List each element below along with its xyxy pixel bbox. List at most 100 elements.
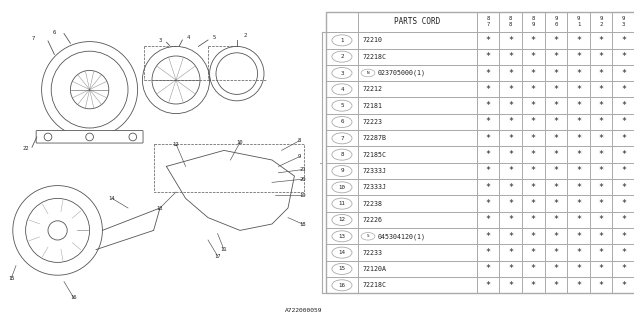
Text: *: * bbox=[598, 281, 604, 290]
Text: *: * bbox=[621, 150, 626, 159]
Text: 72120A: 72120A bbox=[362, 266, 387, 272]
Text: *: * bbox=[531, 134, 536, 143]
Text: *: * bbox=[486, 117, 491, 126]
Text: 8
9: 8 9 bbox=[532, 16, 535, 27]
Text: 9
2: 9 2 bbox=[600, 16, 603, 27]
Text: *: * bbox=[621, 166, 626, 175]
Bar bbox=[326, 32, 640, 49]
Text: 72287B: 72287B bbox=[362, 135, 387, 141]
Text: *: * bbox=[576, 281, 581, 290]
Text: 19: 19 bbox=[299, 193, 306, 198]
Text: 12: 12 bbox=[339, 218, 346, 222]
Text: *: * bbox=[508, 183, 513, 192]
Text: 12: 12 bbox=[173, 141, 179, 147]
Text: *: * bbox=[531, 199, 536, 208]
Bar bbox=[326, 49, 640, 65]
Text: *: * bbox=[531, 52, 536, 61]
Bar bbox=[326, 244, 640, 261]
Text: *: * bbox=[576, 264, 581, 274]
Text: *: * bbox=[621, 36, 626, 45]
Text: *: * bbox=[576, 52, 581, 61]
Text: 9: 9 bbox=[298, 154, 301, 159]
Text: *: * bbox=[621, 199, 626, 208]
Text: 10: 10 bbox=[339, 185, 346, 190]
Text: 5: 5 bbox=[212, 35, 216, 40]
Text: 18: 18 bbox=[299, 221, 306, 227]
Text: *: * bbox=[598, 199, 604, 208]
Text: *: * bbox=[531, 264, 536, 274]
Text: 3: 3 bbox=[340, 70, 344, 76]
Text: *: * bbox=[508, 52, 513, 61]
Text: *: * bbox=[554, 183, 558, 192]
Bar bbox=[326, 277, 640, 293]
Text: *: * bbox=[486, 183, 491, 192]
Text: *: * bbox=[531, 117, 536, 126]
Text: *: * bbox=[554, 264, 558, 274]
Bar bbox=[567, 12, 589, 32]
Text: S: S bbox=[367, 234, 369, 238]
Text: 72226: 72226 bbox=[362, 217, 382, 223]
Text: *: * bbox=[508, 85, 513, 94]
Text: *: * bbox=[508, 264, 513, 274]
Text: *: * bbox=[508, 232, 513, 241]
Text: 9
1: 9 1 bbox=[577, 16, 580, 27]
Text: *: * bbox=[531, 85, 536, 94]
Text: 11: 11 bbox=[339, 201, 346, 206]
FancyBboxPatch shape bbox=[36, 131, 143, 143]
Bar bbox=[545, 12, 567, 32]
Text: 72333J: 72333J bbox=[362, 184, 387, 190]
Bar bbox=[326, 179, 640, 196]
Text: 045304120(1): 045304120(1) bbox=[378, 233, 426, 240]
Text: *: * bbox=[598, 248, 604, 257]
Text: *: * bbox=[554, 199, 558, 208]
Text: *: * bbox=[598, 232, 604, 241]
Text: *: * bbox=[621, 117, 626, 126]
Text: *: * bbox=[576, 134, 581, 143]
Text: *: * bbox=[598, 117, 604, 126]
Text: *: * bbox=[486, 36, 491, 45]
Text: *: * bbox=[554, 166, 558, 175]
Bar bbox=[326, 196, 640, 212]
Text: *: * bbox=[486, 264, 491, 274]
Text: *: * bbox=[576, 215, 581, 224]
Bar bbox=[326, 12, 640, 32]
Text: *: * bbox=[531, 248, 536, 257]
Text: *: * bbox=[576, 117, 581, 126]
Bar bbox=[326, 130, 640, 147]
Bar bbox=[326, 114, 640, 130]
Text: *: * bbox=[486, 134, 491, 143]
Text: 9
0: 9 0 bbox=[554, 16, 557, 27]
Text: 10: 10 bbox=[237, 140, 243, 145]
Bar bbox=[326, 261, 640, 277]
Text: *: * bbox=[621, 52, 626, 61]
Text: 1: 1 bbox=[340, 38, 344, 43]
Text: *: * bbox=[508, 199, 513, 208]
Text: *: * bbox=[598, 68, 604, 77]
Text: *: * bbox=[576, 150, 581, 159]
Text: *: * bbox=[486, 215, 491, 224]
Text: *: * bbox=[508, 68, 513, 77]
Text: *: * bbox=[576, 85, 581, 94]
Text: *: * bbox=[531, 36, 536, 45]
Text: 14: 14 bbox=[339, 250, 346, 255]
Text: A722000059: A722000059 bbox=[285, 308, 323, 313]
Text: 2: 2 bbox=[340, 54, 344, 59]
Bar bbox=[326, 212, 640, 228]
Text: 72185C: 72185C bbox=[362, 152, 387, 158]
Text: *: * bbox=[598, 52, 604, 61]
Text: *: * bbox=[576, 36, 581, 45]
Text: *: * bbox=[576, 232, 581, 241]
Text: 5: 5 bbox=[340, 103, 344, 108]
Text: 20: 20 bbox=[299, 177, 306, 182]
Text: *: * bbox=[486, 52, 491, 61]
Text: *: * bbox=[486, 199, 491, 208]
Text: *: * bbox=[554, 134, 558, 143]
Text: *: * bbox=[598, 150, 604, 159]
Text: *: * bbox=[598, 264, 604, 274]
Text: *: * bbox=[576, 166, 581, 175]
Text: *: * bbox=[598, 36, 604, 45]
Text: 9
3: 9 3 bbox=[622, 16, 625, 27]
Text: 4: 4 bbox=[187, 35, 191, 40]
Text: 72212: 72212 bbox=[362, 86, 382, 92]
Text: 3: 3 bbox=[158, 37, 162, 43]
